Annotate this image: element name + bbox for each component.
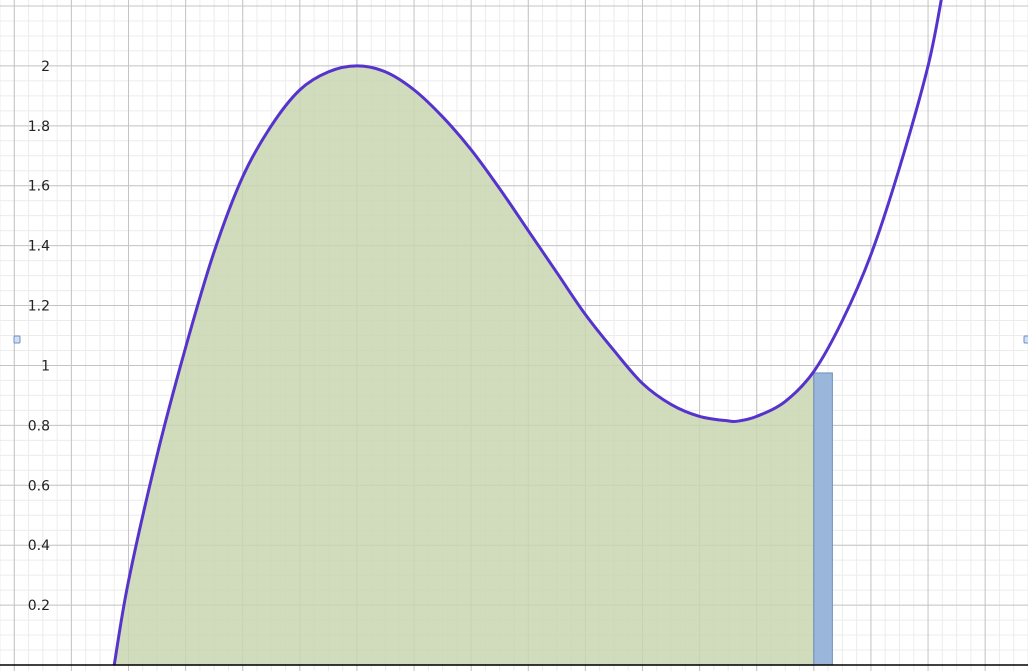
y-tick-label: 0.4 xyxy=(28,538,50,554)
y-tick-label: 0.2 xyxy=(28,598,50,614)
y-tick-label: 1.4 xyxy=(28,239,50,255)
function-curve xyxy=(112,0,943,666)
y-tick-label: 0.6 xyxy=(28,478,50,494)
y-tick-labels: 0.2 0.4 0.6 0.8 1 1.2 1.4 1.6 1.8 2 xyxy=(28,59,50,614)
y-tick-label: 1.6 xyxy=(28,179,50,195)
left-resize-handle[interactable] xyxy=(13,335,21,344)
right-resize-handle[interactable] xyxy=(1023,335,1028,344)
y-tick-label: 1.2 xyxy=(28,299,50,315)
y-tick-label: 1 xyxy=(41,358,50,374)
y-tick-label: 2 xyxy=(41,59,50,75)
y-tick-label: 0.8 xyxy=(28,418,50,434)
resize-handles[interactable] xyxy=(13,335,1028,344)
rectangle-layer xyxy=(813,372,833,666)
approximation-rectangle xyxy=(813,372,833,666)
curve-layer xyxy=(112,0,943,666)
y-tick-label: 1.8 xyxy=(28,119,50,135)
